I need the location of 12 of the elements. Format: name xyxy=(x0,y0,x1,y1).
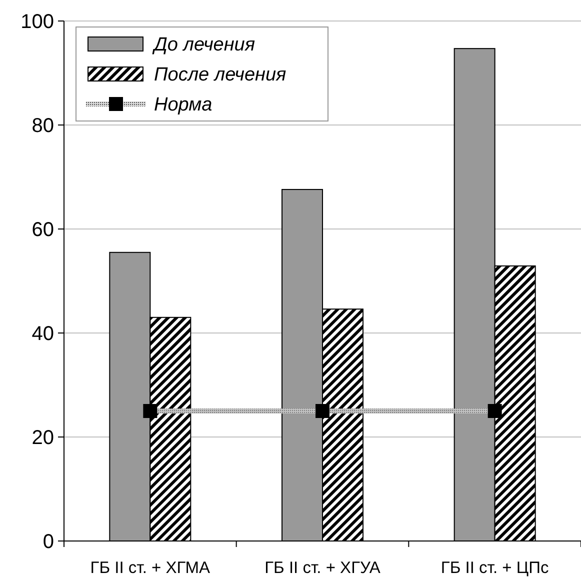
y-tick-label: 20 xyxy=(32,427,54,449)
y-tick-label: 60 xyxy=(32,219,54,241)
x-tick-label: ГБ II ст. + ХГМА xyxy=(90,559,210,577)
legend-label: Норма xyxy=(154,94,212,116)
x-tick-label: ГБ II ст. + ЦПс xyxy=(440,559,549,577)
y-tick-label: 100 xyxy=(20,11,54,33)
y-tick-label: 80 xyxy=(32,115,54,137)
legend-label: После лечения xyxy=(154,64,286,86)
y-tick-label: 40 xyxy=(32,323,54,345)
legend-label: До лечения xyxy=(152,34,256,56)
x-tick-label: ГБ II ст. + ХГУА xyxy=(264,559,380,577)
y-tick-label: 0 xyxy=(42,531,54,553)
